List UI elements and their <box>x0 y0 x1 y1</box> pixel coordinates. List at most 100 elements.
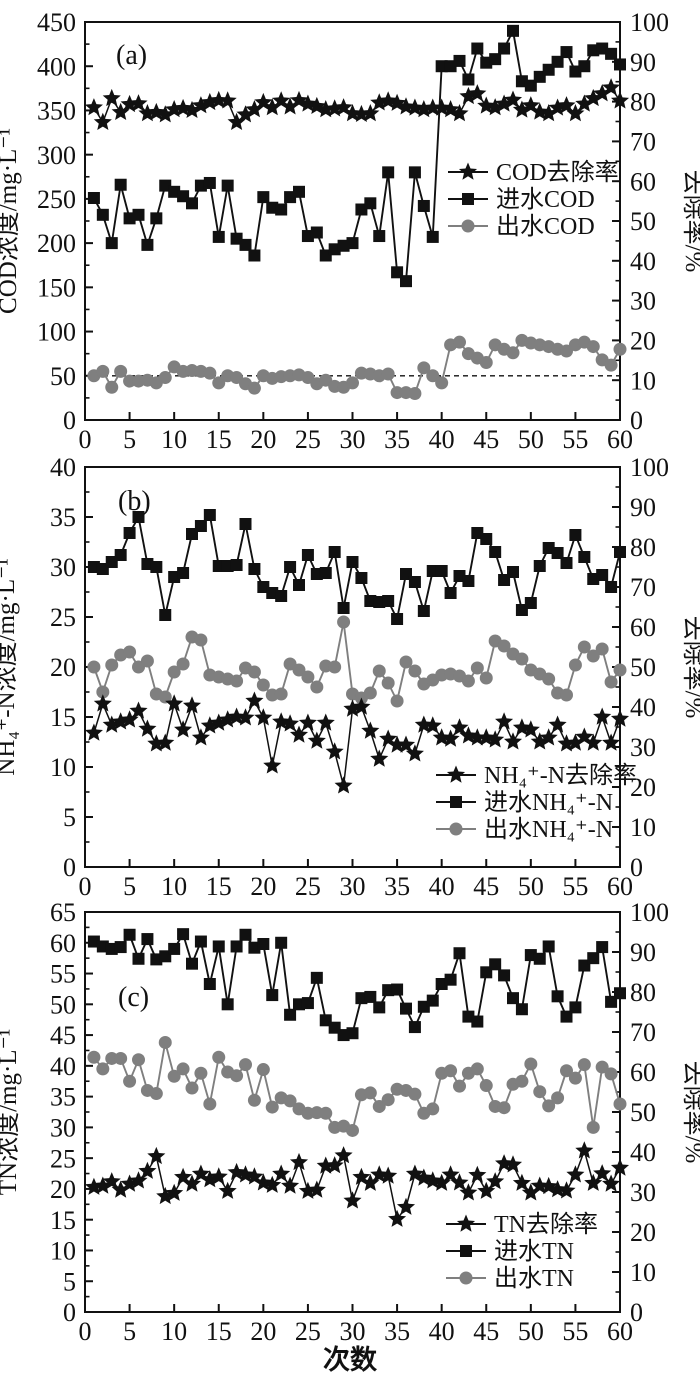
svg-text:40: 40 <box>50 455 76 482</box>
svg-text:20: 20 <box>250 872 276 900</box>
legend-label-influent-cod: 进水COD <box>496 186 595 213</box>
y-axis-title-left: COD浓度/mg·L⁻¹ <box>0 128 22 314</box>
x-axis: 0 5 10 15 20 25 30 35 40 45 50 55 60 <box>79 859 633 900</box>
svg-text:100: 100 <box>630 8 669 37</box>
svg-text:50: 50 <box>630 1098 656 1127</box>
svg-text:40: 40 <box>429 872 455 900</box>
svg-text:50: 50 <box>630 653 656 682</box>
panel-letter: (c) <box>118 982 149 1013</box>
svg-text:80: 80 <box>630 978 656 1007</box>
svg-text:20: 20 <box>250 425 276 454</box>
svg-text:30: 30 <box>50 1113 76 1142</box>
svg-text:10: 10 <box>161 1317 187 1345</box>
chart-panel-c: 0 5 10 15 20 25 30 35 40 45 50 55 60 65 0 10 20 30 40 50 60 7… <box>0 900 700 1345</box>
svg-text:10: 10 <box>50 753 76 782</box>
svg-text:30: 30 <box>630 733 656 762</box>
svg-text:5: 5 <box>123 1317 136 1345</box>
svg-text:15: 15 <box>50 1206 76 1235</box>
series-influent-cod <box>87 24 626 288</box>
svg-text:40: 40 <box>630 247 656 276</box>
svg-text:80: 80 <box>630 533 656 562</box>
svg-text:45: 45 <box>473 425 499 454</box>
svg-text:30: 30 <box>630 287 656 316</box>
svg-text:30: 30 <box>340 872 366 900</box>
svg-text:45: 45 <box>473 1317 499 1345</box>
svg-text:40: 40 <box>429 1317 455 1345</box>
chart-panel-a: 0 50 100 150 200 250 300 350 400 450 0 10 20 30 40 50 60… <box>0 0 700 455</box>
y-axis-right: 0 10 20 30 40 50 60 70 80 90 100 <box>612 455 669 882</box>
svg-text:40: 40 <box>429 425 455 454</box>
svg-text:90: 90 <box>630 938 656 967</box>
svg-text:0: 0 <box>630 406 643 435</box>
svg-text:30: 30 <box>630 1178 656 1207</box>
y-axis-title-right: 去除率/% <box>680 170 700 273</box>
svg-text:50: 50 <box>518 872 544 900</box>
svg-text:15: 15 <box>50 703 76 732</box>
y-axis-title-right: 去除率/% <box>680 1061 700 1164</box>
svg-text:90: 90 <box>630 48 656 77</box>
series-effluent-tn <box>87 1035 627 1137</box>
svg-text:10: 10 <box>161 872 187 900</box>
svg-text:60: 60 <box>607 1317 633 1345</box>
y-axis-title-right: 去除率/% <box>680 616 700 719</box>
svg-text:0: 0 <box>630 1298 643 1327</box>
svg-text:35: 35 <box>384 1317 410 1345</box>
svg-text:35: 35 <box>384 872 410 900</box>
svg-text:20: 20 <box>50 653 76 682</box>
svg-text:30: 30 <box>340 425 366 454</box>
legend-label-tn-removal-rate: TN去除率 <box>494 1211 598 1238</box>
svg-text:50: 50 <box>50 362 76 391</box>
svg-text:10: 10 <box>161 425 187 454</box>
svg-text:0: 0 <box>79 1317 92 1345</box>
svg-text:10: 10 <box>50 1237 76 1266</box>
x-axis: 0 5 10 15 20 25 30 35 40 45 50 55 60 <box>79 1304 633 1345</box>
svg-text:0: 0 <box>79 425 92 454</box>
svg-text:70: 70 <box>630 128 656 157</box>
chart-panel-b-svg: 0 5 10 15 20 25 30 35 40 0 10 20 30 40 50 60 70 80 90 100 0 5… <box>0 455 700 900</box>
svg-text:55: 55 <box>562 425 588 454</box>
svg-text:100: 100 <box>37 318 76 347</box>
svg-text:20: 20 <box>50 1175 76 1204</box>
svg-text:10: 10 <box>630 366 656 395</box>
svg-text:60: 60 <box>630 613 656 642</box>
svg-text:5: 5 <box>123 872 136 900</box>
svg-text:60: 60 <box>50 929 76 958</box>
panel-letter: (a) <box>116 40 147 71</box>
y-axis-right: 0 10 20 30 40 50 60 70 80 90 100 <box>612 8 669 435</box>
svg-text:0: 0 <box>63 853 76 882</box>
chart-panel-c-svg: 0510152025303540455055606501020304050607… <box>0 900 700 1345</box>
svg-text:70: 70 <box>630 573 656 602</box>
y-axis-title-left: TN浓度/mg·L⁻¹ <box>0 1029 22 1196</box>
svg-text:10: 10 <box>630 1258 656 1287</box>
x-axis-title: 次数 <box>323 1345 377 1375</box>
svg-text:30: 30 <box>50 553 76 582</box>
svg-text:40: 40 <box>630 693 656 722</box>
svg-text:55: 55 <box>562 1317 588 1345</box>
y-axis-right: 0 10 20 30 40 50 60 70 80 90 100 <box>612 900 669 1327</box>
series-influent-tn <box>87 928 626 1042</box>
svg-text:100: 100 <box>630 900 669 927</box>
svg-text:0: 0 <box>63 406 76 435</box>
panel-letter: (b) <box>118 486 151 517</box>
series-tn-removal-rate <box>84 1141 630 1227</box>
svg-text:70: 70 <box>630 1018 656 1047</box>
legend-label-effluent-nh4: 出水NH₄⁺-N <box>484 816 613 843</box>
svg-text:25: 25 <box>50 603 76 632</box>
x-axis: 0 5 10 15 20 25 30 35 40 45 50 55 60 <box>79 412 633 454</box>
svg-text:40: 40 <box>50 1052 76 1081</box>
svg-text:150: 150 <box>37 273 76 302</box>
series-cod-removal-rate <box>84 78 630 130</box>
legend-label-nh4-removal-rate: NH₄⁺-N去除率 <box>484 762 637 789</box>
svg-text:90: 90 <box>630 493 656 522</box>
svg-text:300: 300 <box>37 141 76 170</box>
svg-text:20: 20 <box>630 773 656 802</box>
series-influent-nh4 <box>87 509 626 625</box>
svg-text:35: 35 <box>50 1083 76 1112</box>
svg-text:65: 65 <box>50 900 76 927</box>
svg-text:25: 25 <box>295 872 321 900</box>
svg-text:25: 25 <box>295 425 321 454</box>
svg-text:15: 15 <box>206 425 232 454</box>
